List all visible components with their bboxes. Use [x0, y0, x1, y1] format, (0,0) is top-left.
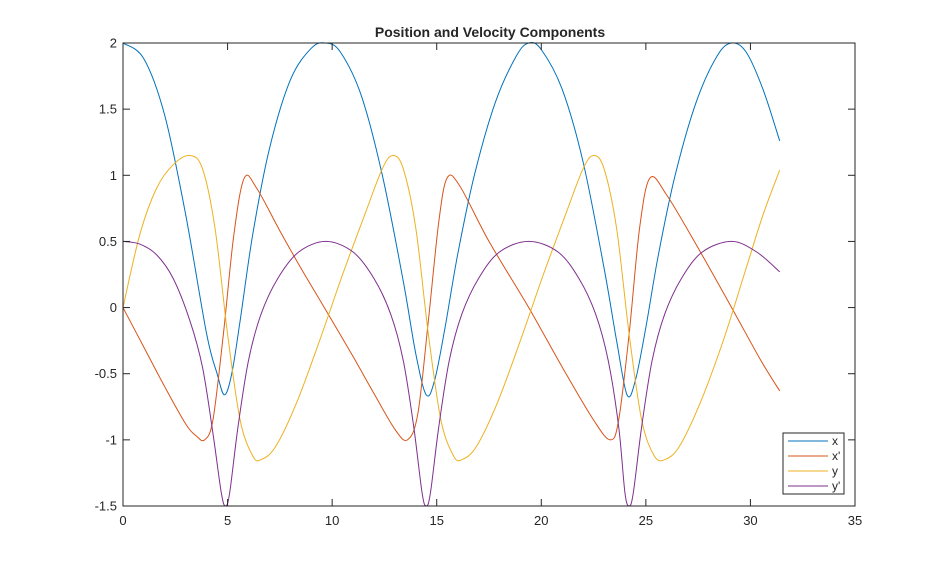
legend-box	[782, 432, 845, 495]
x-tick-label: 15	[429, 513, 443, 528]
plot-area: 0 5 10 15 20 25 30 35 -1.5 -1 -0.5 0 0.5 1 1.5 2	[95, 36, 863, 529]
y-tick-label: -1	[105, 432, 117, 447]
legend-label-x-prime: x'	[832, 449, 840, 463]
series-line-y	[122, 154, 781, 462]
legend-label-y-prime: y'	[832, 479, 840, 493]
y-tick-label: -0.5	[95, 366, 117, 381]
legend: xx'yy'	[782, 432, 845, 495]
x-tick-label: 10	[325, 513, 339, 528]
x-tick-label: 5	[224, 513, 231, 528]
legend-items: xx'yy'	[788, 434, 840, 493]
axes-background	[123, 43, 855, 506]
y-tick-label: 1	[110, 168, 117, 183]
series-layer	[122, 41, 781, 507]
series-line-y-prime	[122, 240, 781, 507]
series-line-x	[122, 41, 781, 398]
legend-label-x: x	[832, 434, 838, 448]
y-tick-label: 0.5	[99, 234, 117, 249]
x-tick-label: 30	[743, 513, 757, 528]
x-tick-label: 25	[639, 513, 653, 528]
y-tick-label: 1.5	[99, 102, 117, 117]
legend-label-y: y	[832, 464, 838, 478]
x-tick-label: 0	[119, 513, 126, 528]
y-tick-label: 2	[110, 36, 117, 51]
y-tick-label: -1.5	[95, 499, 117, 514]
ticks-layer: 0 5 10 15 20 25 30 35 -1.5 -1 -0.5 0 0.5 1 1.5 2	[95, 36, 863, 529]
x-tick-label: 20	[534, 513, 548, 528]
axes-box	[122, 42, 856, 507]
series-line-x-prime	[122, 174, 781, 442]
chart-title: Position and Velocity Components	[375, 24, 605, 40]
x-tick-label: 35	[848, 513, 862, 528]
y-tick-label: 0	[110, 300, 117, 315]
